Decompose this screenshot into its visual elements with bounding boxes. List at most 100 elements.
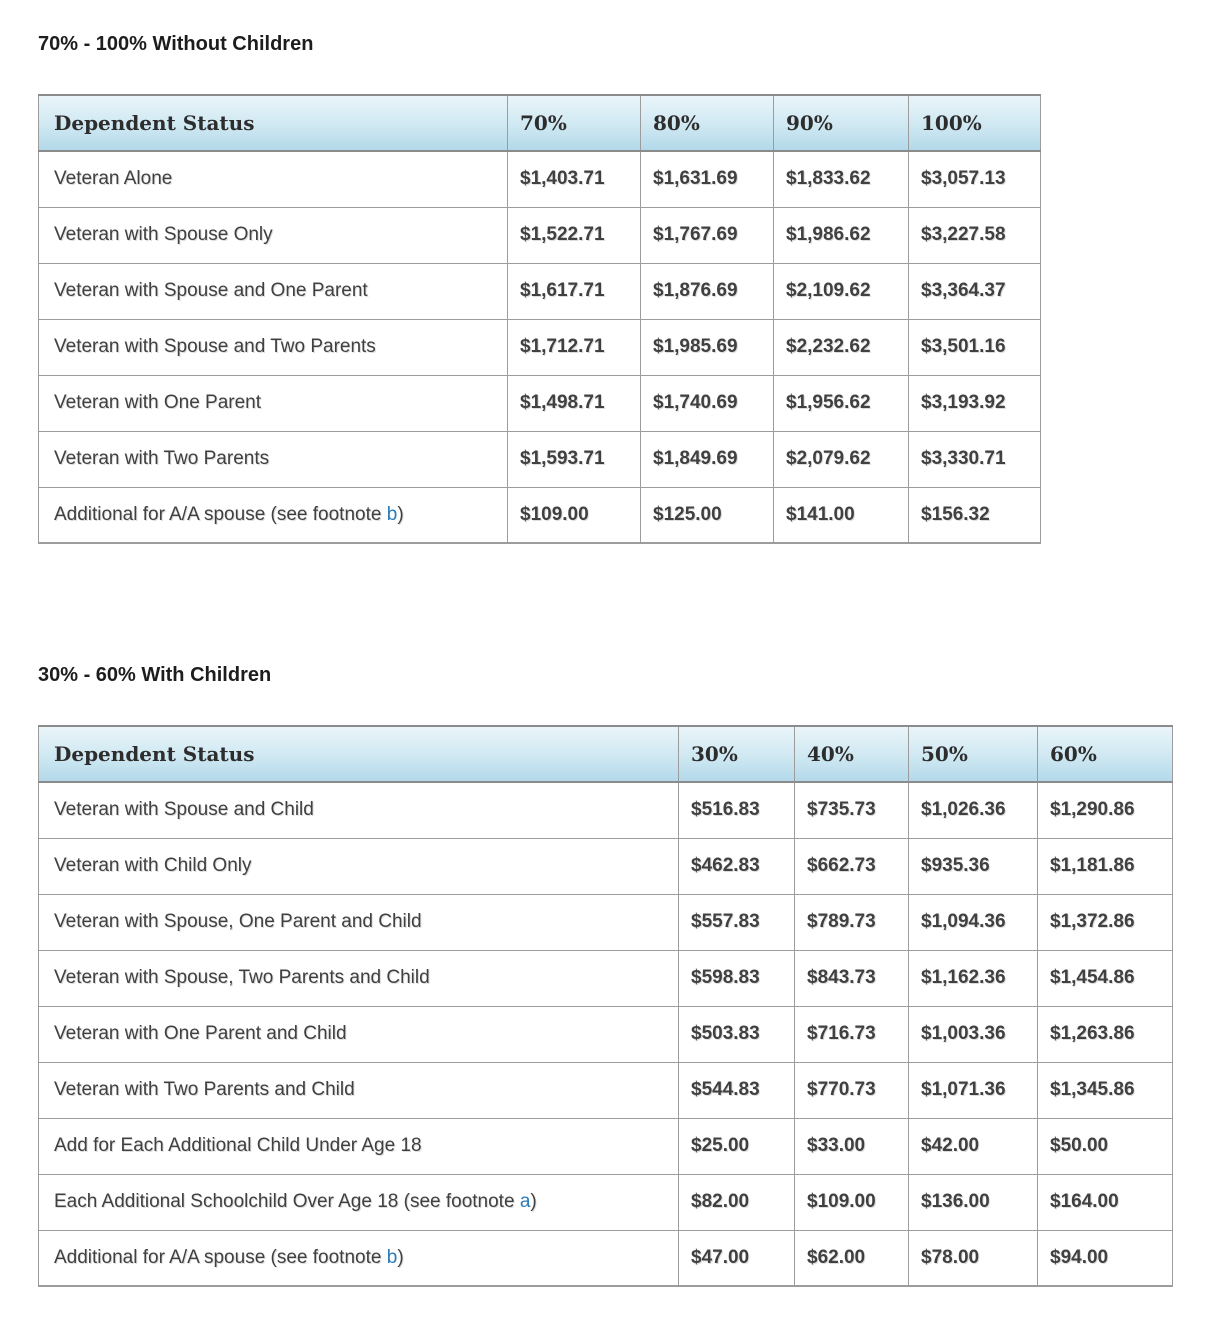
dependent-status-cell: Veteran with One Parent and Child [38, 1005, 679, 1063]
column-header-rate-60: 60% [1037, 725, 1173, 783]
rates-table-without-children: Dependent Status 70% 80% 90% 100% Vetera… [38, 94, 1041, 544]
rate-cell: $1,631.69 [640, 150, 774, 208]
rate-cell: $1,181.86 [1037, 837, 1173, 895]
table-row: Veteran with Two Parents $1,593.71 $1,84… [38, 430, 1041, 488]
rate-cell: $1,956.62 [773, 374, 909, 432]
rate-cell: $94.00 [1037, 1229, 1173, 1287]
dependent-status-cell: Each Additional Schoolchild Over Age 18 … [38, 1173, 679, 1231]
rate-cell: $3,193.92 [908, 374, 1041, 432]
footnote-a-link[interactable]: a [519, 1191, 531, 1212]
table-row: Additional for A/A spouse (see footnote … [38, 1229, 1173, 1287]
rates-table-with-children: Dependent Status 30% 40% 50% 60% Veteran… [38, 725, 1173, 1287]
rate-cell: $1,290.86 [1037, 781, 1173, 839]
table-row: Veteran with Spouse and One Parent $1,61… [38, 262, 1041, 320]
rate-cell: $1,026.36 [908, 781, 1038, 839]
table-row: Veteran with Child Only $462.83 $662.73 … [38, 837, 1173, 895]
column-header-dependent-status: Dependent Status [38, 94, 508, 152]
table-row: Additional for A/A spouse (see footnote … [38, 486, 1041, 544]
footnote-b-link[interactable]: b [386, 1246, 398, 1268]
rate-cell: $62.00 [794, 1229, 909, 1287]
section-with-children: 30% - 60% With Children Dependent Status… [38, 664, 1220, 1287]
rate-cell: $1,162.36 [908, 949, 1038, 1007]
table-header-row: Dependent Status 70% 80% 90% 100% [38, 94, 1041, 152]
rate-cell: $1,094.36 [908, 893, 1038, 951]
rate-cell: $544.83 [678, 1061, 795, 1119]
dependent-status-cell: Veteran with Two Parents [38, 430, 508, 488]
rate-cell: $2,232.62 [773, 318, 909, 376]
label-text: Additional for A/A spouse (see footnote [54, 1246, 387, 1268]
rate-cell: $25.00 [678, 1117, 795, 1175]
rate-cell: $1,403.71 [507, 150, 641, 208]
dependent-status-cell: Veteran with Spouse and Child [38, 781, 679, 839]
rate-cell: $1,712.71 [507, 318, 641, 376]
rate-cell: $1,876.69 [640, 262, 774, 320]
label-text: ) [397, 1246, 404, 1268]
column-header-rate-70: 70% [507, 94, 641, 152]
column-header-rate-80: 80% [640, 94, 774, 152]
dependent-status-cell: Veteran with Two Parents and Child [38, 1061, 679, 1119]
rate-cell: $1,593.71 [507, 430, 641, 488]
rate-cell: $42.00 [908, 1117, 1038, 1175]
dependent-status-cell: Veteran Alone [38, 150, 508, 208]
table-row: Veteran with Spouse Only $1,522.71 $1,76… [38, 206, 1041, 264]
dependent-status-cell: Add for Each Additional Child Under Age … [38, 1117, 679, 1175]
rate-cell: $1,372.86 [1037, 893, 1173, 951]
column-header-rate-50: 50% [908, 725, 1038, 783]
rate-cell: $2,109.62 [773, 262, 909, 320]
rate-cell: $557.83 [678, 893, 795, 951]
rate-cell: $1,345.86 [1037, 1061, 1173, 1119]
column-header-rate-40: 40% [794, 725, 909, 783]
table-row: Each Additional Schoolchild Over Age 18 … [38, 1173, 1173, 1231]
rate-cell: $3,227.58 [908, 206, 1041, 264]
rate-cell: $82.00 [678, 1173, 795, 1231]
dependent-status-cell: Additional for A/A spouse (see footnote … [38, 1229, 679, 1287]
table-row: Veteran with Spouse and Child $516.83 $7… [38, 781, 1173, 839]
dependent-status-cell: Veteran with Spouse and Two Parents [38, 318, 508, 376]
rate-cell: $1,985.69 [640, 318, 774, 376]
dependent-status-cell: Veteran with Spouse Only [38, 206, 508, 264]
rate-cell: $1,003.36 [908, 1005, 1038, 1063]
table-row: Veteran with Two Parents and Child $544.… [38, 1061, 1173, 1119]
table-header-row: Dependent Status 30% 40% 50% 60% [38, 725, 1173, 783]
rate-cell: $164.00 [1037, 1173, 1173, 1231]
rate-cell: $136.00 [908, 1173, 1038, 1231]
label-text: ) [397, 503, 404, 525]
column-header-rate-100: 100% [908, 94, 1041, 152]
rate-cell: $109.00 [507, 486, 641, 544]
rate-cell: $78.00 [908, 1229, 1038, 1287]
dependent-status-cell: Veteran with Spouse, One Parent and Chil… [38, 893, 679, 951]
rate-cell: $789.73 [794, 893, 909, 951]
rate-cell: $47.00 [678, 1229, 795, 1287]
rate-cell: $125.00 [640, 486, 774, 544]
table-row: Veteran with Spouse, Two Parents and Chi… [38, 949, 1173, 1007]
rate-cell: $109.00 [794, 1173, 909, 1231]
rate-cell: $33.00 [794, 1117, 909, 1175]
rate-cell: $1,849.69 [640, 430, 774, 488]
section-title-with-children: 30% - 60% With Children [38, 664, 272, 686]
footnote-b-link[interactable]: b [386, 503, 398, 525]
rate-cell: $735.73 [794, 781, 909, 839]
column-header-rate-90: 90% [773, 94, 909, 152]
rate-cell: $156.32 [908, 486, 1041, 544]
section-without-children: 70% - 100% Without Children Dependent St… [38, 33, 1220, 544]
rate-cell: $935.36 [908, 837, 1038, 895]
rate-cell: $770.73 [794, 1061, 909, 1119]
rate-cell: $141.00 [773, 486, 909, 544]
rate-cell: $1,767.69 [640, 206, 774, 264]
rate-cell: $1,986.62 [773, 206, 909, 264]
column-header-dependent-status: Dependent Status [38, 725, 679, 783]
rate-cell: $1,263.86 [1037, 1005, 1173, 1063]
rate-cell: $3,057.13 [908, 150, 1041, 208]
rate-cell: $598.83 [678, 949, 795, 1007]
dependent-status-cell: Additional for A/A spouse (see footnote … [38, 486, 508, 544]
rate-cell: $462.83 [678, 837, 795, 895]
table-row: Veteran with One Parent and Child $503.8… [38, 1005, 1173, 1063]
dependent-status-cell: Veteran with Spouse, Two Parents and Chi… [38, 949, 679, 1007]
rate-cell: $1,833.62 [773, 150, 909, 208]
table-row: Veteran Alone $1,403.71 $1,631.69 $1,833… [38, 150, 1041, 208]
column-header-rate-30: 30% [678, 725, 795, 783]
label-text: Additional for A/A spouse (see footnote [54, 503, 387, 525]
rate-cell: $516.83 [678, 781, 795, 839]
label-text: Each Additional Schoolchild Over Age 18 … [54, 1191, 520, 1212]
dependent-status-cell: Veteran with Spouse and One Parent [38, 262, 508, 320]
